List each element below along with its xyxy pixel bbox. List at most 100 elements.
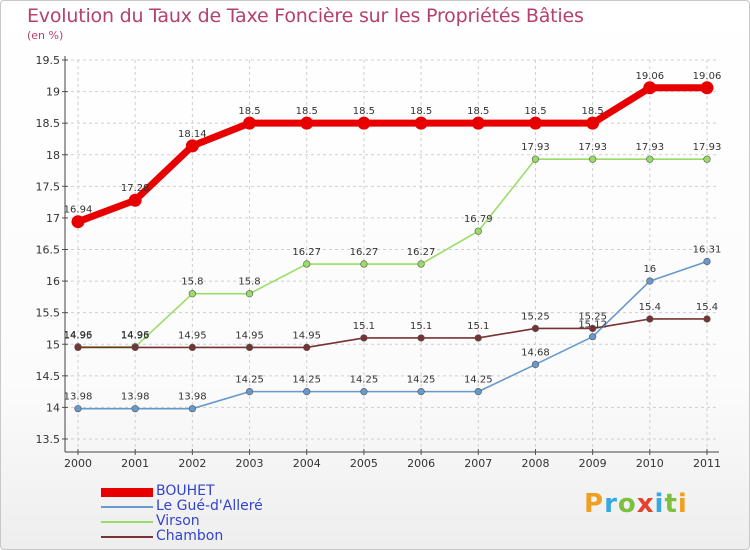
legend-swatch <box>101 487 153 497</box>
data-point <box>71 215 85 229</box>
data-label: 14.96 <box>64 330 93 341</box>
x-tick-label: 2002 <box>178 457 206 470</box>
data-label: 14.25 <box>292 375 321 386</box>
x-tick-label: 2010 <box>636 457 664 470</box>
series-line-3 <box>77 318 708 349</box>
logo-letter: i <box>677 489 688 519</box>
data-point <box>357 116 371 130</box>
data-point <box>700 81 714 95</box>
logo-letter: x <box>636 489 655 519</box>
data-point <box>531 324 540 333</box>
x-tick-label: 2008 <box>521 457 549 470</box>
data-point <box>589 324 597 333</box>
data-point <box>474 388 482 396</box>
data-point <box>531 360 540 369</box>
data-label: 15.1 <box>467 321 489 332</box>
x-tick-label: 2003 <box>236 457 264 470</box>
data-point <box>74 343 82 352</box>
data-label: 17.93 <box>693 142 722 153</box>
data-point <box>131 405 139 413</box>
data-label: 14.95 <box>121 330 150 341</box>
data-point <box>703 315 711 323</box>
y-tick-label: 19 <box>46 86 60 99</box>
data-label: 17.93 <box>635 142 664 153</box>
legend-label: Virson <box>156 513 200 529</box>
data-point <box>131 343 139 352</box>
logo-letter: o <box>617 489 637 519</box>
data-point <box>643 81 657 95</box>
data-label: 18.14 <box>178 129 207 140</box>
data-label: 18.5 <box>410 106 432 117</box>
data-label: 14.25 <box>464 375 493 386</box>
data-label: 14.25 <box>235 375 264 386</box>
data-point <box>360 334 368 342</box>
logo-letter: P <box>584 489 605 519</box>
data-point <box>243 116 257 130</box>
y-tick-label: 15.5 <box>36 307 61 320</box>
data-point <box>474 227 482 235</box>
data-point <box>300 116 314 130</box>
data-label: 18.5 <box>238 106 260 117</box>
data-point <box>703 257 711 266</box>
data-label: 14.95 <box>235 330 264 341</box>
data-label: 19.06 <box>635 71 664 82</box>
data-point <box>360 388 368 396</box>
y-tick-label: 14 <box>46 401 60 414</box>
data-label: 16.31 <box>693 245 722 256</box>
data-label: 14.68 <box>521 347 550 358</box>
logo-letter: t <box>664 489 678 519</box>
logo-letter: i <box>654 489 665 519</box>
data-label: 16.27 <box>407 247 436 258</box>
data-label: 17.28 <box>121 183 150 194</box>
x-tick-label: 2009 <box>579 457 607 470</box>
data-point <box>360 260 368 268</box>
y-tick-label: 16.5 <box>36 244 61 257</box>
legend-swatch <box>101 506 153 508</box>
x-tick-label: 2006 <box>407 457 435 470</box>
data-point <box>474 334 482 342</box>
x-tick-label: 2005 <box>350 457 378 470</box>
y-tick-label: 17.5 <box>36 180 61 193</box>
data-label: 14.95 <box>292 330 321 341</box>
x-tick-label: 2000 <box>64 457 92 470</box>
data-point <box>188 290 196 298</box>
data-label: 13.98 <box>121 392 150 403</box>
data-point <box>128 193 142 207</box>
data-label: 15.12 <box>578 320 607 331</box>
data-label: 16.27 <box>292 247 321 258</box>
data-point <box>414 116 428 130</box>
series-line-0 <box>74 84 711 226</box>
data-point <box>417 260 425 268</box>
legend-label: BOUHET <box>156 483 215 499</box>
data-label: 15.1 <box>353 321 375 332</box>
data-point <box>646 315 654 323</box>
data-point <box>586 116 600 130</box>
data-point <box>245 290 254 298</box>
data-point <box>188 343 196 352</box>
data-label: 16 <box>643 264 656 275</box>
data-label: 18.5 <box>467 106 489 117</box>
data-point <box>417 334 425 342</box>
data-label: 19.06 <box>693 71 722 82</box>
y-tick-label: 14.5 <box>36 370 61 383</box>
logo-letter: r <box>604 489 618 519</box>
x-tick-label: 2007 <box>464 457 492 470</box>
x-tick-label: 2001 <box>121 457 149 470</box>
data-label: 14.25 <box>350 375 379 386</box>
data-point <box>185 139 199 153</box>
series-line-2 <box>77 158 708 348</box>
data-label: 15.25 <box>521 311 550 322</box>
data-point <box>245 388 254 396</box>
data-label: 17.93 <box>578 142 607 153</box>
data-point <box>531 155 540 163</box>
data-point <box>303 260 311 268</box>
data-point <box>303 388 311 396</box>
data-point <box>528 116 542 130</box>
data-label: 14.96 <box>121 330 150 341</box>
legend-swatch <box>101 521 153 523</box>
data-label: 13.98 <box>178 392 207 403</box>
y-tick-label: 17 <box>46 212 60 225</box>
data-point <box>703 155 711 163</box>
